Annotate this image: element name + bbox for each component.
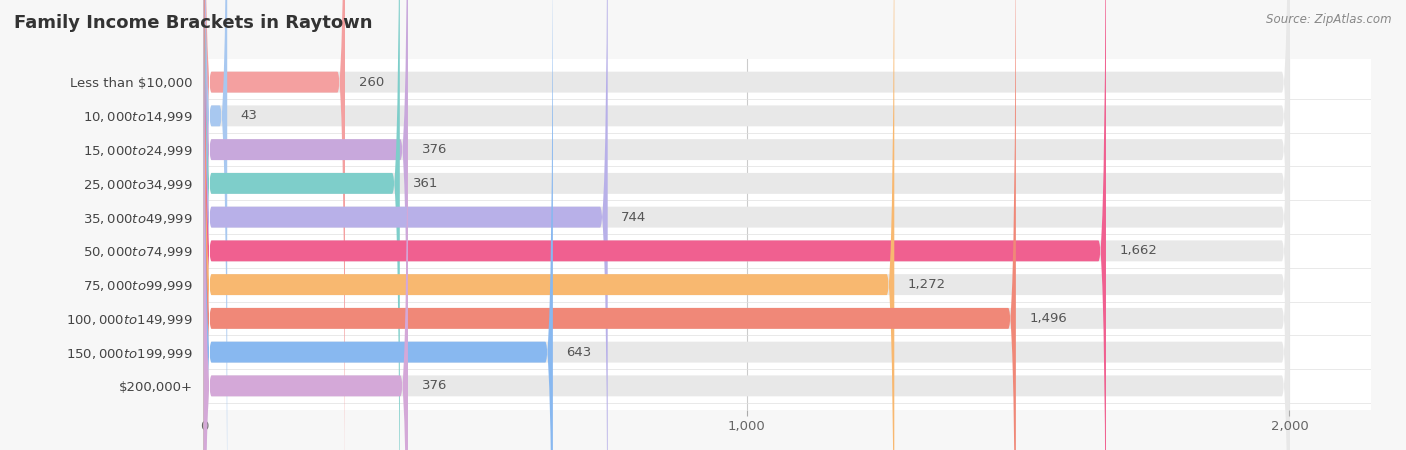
- FancyBboxPatch shape: [204, 0, 1289, 450]
- FancyBboxPatch shape: [204, 0, 1107, 450]
- FancyBboxPatch shape: [204, 0, 408, 450]
- FancyBboxPatch shape: [204, 236, 1289, 266]
- FancyBboxPatch shape: [204, 0, 1289, 450]
- FancyBboxPatch shape: [204, 0, 1289, 450]
- FancyBboxPatch shape: [204, 337, 1289, 367]
- Text: 260: 260: [359, 76, 384, 89]
- Text: 376: 376: [422, 143, 447, 156]
- FancyBboxPatch shape: [204, 303, 1289, 333]
- Text: 1,662: 1,662: [1119, 244, 1157, 257]
- Text: 1,496: 1,496: [1029, 312, 1067, 325]
- FancyBboxPatch shape: [204, 101, 1289, 131]
- Text: 744: 744: [621, 211, 647, 224]
- FancyBboxPatch shape: [204, 0, 607, 450]
- FancyBboxPatch shape: [204, 0, 553, 450]
- FancyBboxPatch shape: [204, 0, 1017, 450]
- FancyBboxPatch shape: [204, 0, 408, 450]
- Text: 643: 643: [567, 346, 592, 359]
- FancyBboxPatch shape: [204, 0, 894, 450]
- FancyBboxPatch shape: [204, 0, 1289, 450]
- FancyBboxPatch shape: [204, 0, 1289, 450]
- FancyBboxPatch shape: [204, 0, 1289, 450]
- FancyBboxPatch shape: [204, 0, 1289, 450]
- FancyBboxPatch shape: [204, 0, 399, 450]
- Text: 1,272: 1,272: [908, 278, 946, 291]
- FancyBboxPatch shape: [204, 270, 1289, 300]
- Text: Source: ZipAtlas.com: Source: ZipAtlas.com: [1267, 14, 1392, 27]
- FancyBboxPatch shape: [204, 371, 1289, 401]
- FancyBboxPatch shape: [204, 67, 1289, 97]
- FancyBboxPatch shape: [204, 168, 1289, 198]
- FancyBboxPatch shape: [204, 202, 1289, 232]
- Text: 361: 361: [413, 177, 439, 190]
- FancyBboxPatch shape: [204, 135, 1289, 165]
- Text: 43: 43: [240, 109, 257, 122]
- FancyBboxPatch shape: [204, 0, 344, 450]
- FancyBboxPatch shape: [204, 0, 228, 450]
- Text: 376: 376: [422, 379, 447, 392]
- FancyBboxPatch shape: [204, 0, 1289, 450]
- FancyBboxPatch shape: [204, 0, 1289, 450]
- Text: Family Income Brackets in Raytown: Family Income Brackets in Raytown: [14, 14, 373, 32]
- FancyBboxPatch shape: [204, 0, 1289, 450]
